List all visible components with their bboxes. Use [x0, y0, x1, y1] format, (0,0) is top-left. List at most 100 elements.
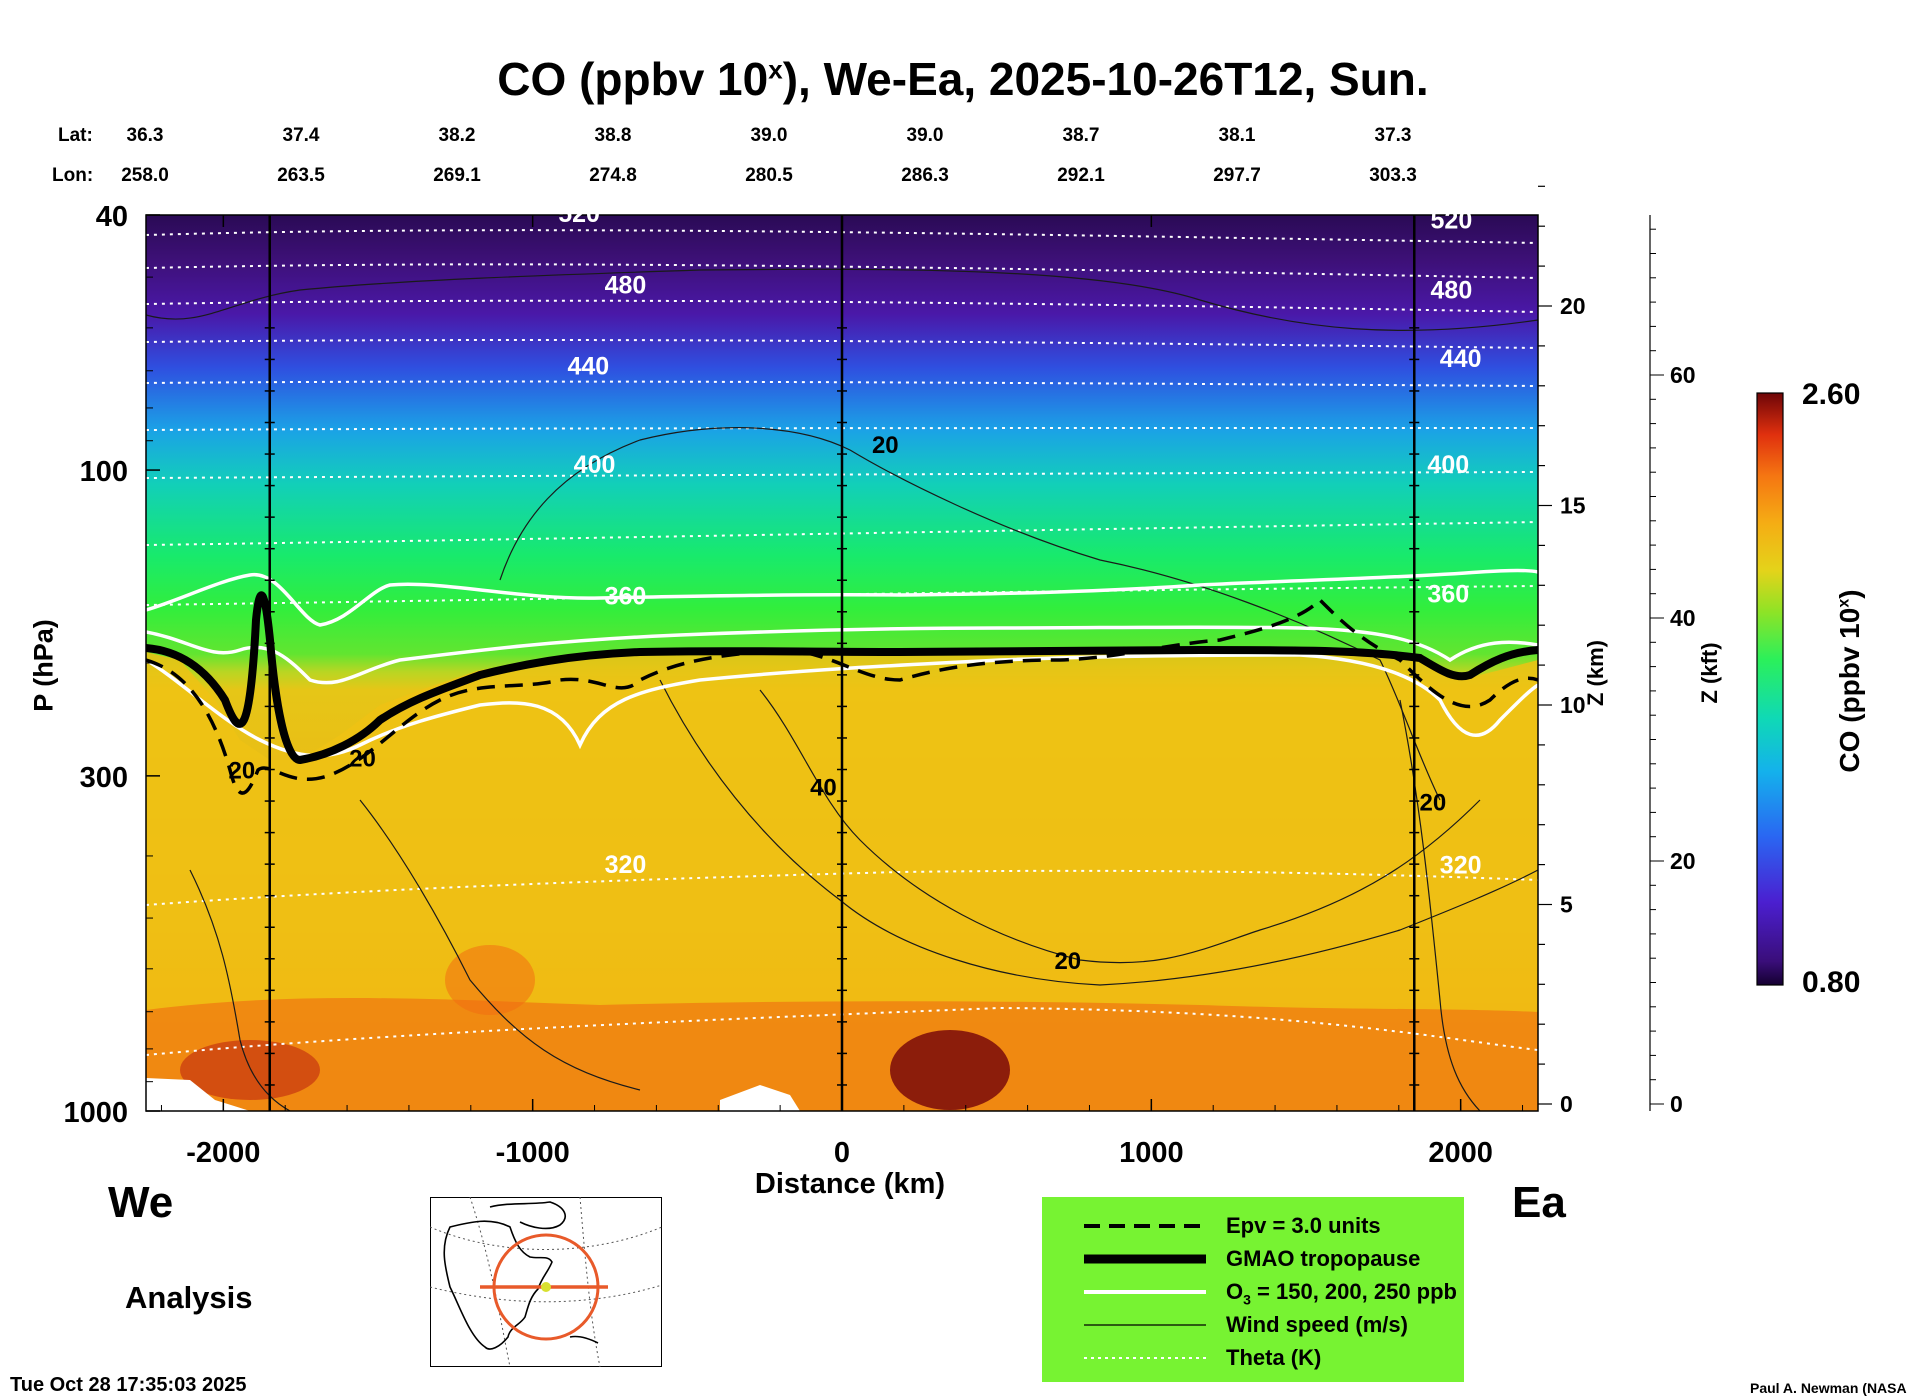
lat-row-label: Lat:	[58, 125, 93, 146]
profile-lines	[264, 215, 1420, 1111]
lon-value: 258.0	[121, 165, 169, 186]
wind-label: 20	[349, 745, 376, 772]
coastline	[569, 1335, 599, 1344]
ozone-contour-200	[146, 625, 1538, 685]
y-tick-label: 300	[80, 762, 128, 794]
colorbar	[1756, 392, 1784, 986]
axes: -2000 -1000 0 1000 2000 40 100 300 1000 0 5 10 15 20 0…	[63, 185, 1696, 1169]
z-km-tick-label: 10	[1560, 692, 1586, 718]
title-superscript: x	[768, 54, 783, 85]
colorbar-title-superscript: x	[1835, 598, 1853, 608]
z-km-tick-label: 0	[1560, 1091, 1573, 1117]
theta-label: 520	[1431, 207, 1473, 235]
theta-label: 320	[1440, 851, 1482, 879]
chart-title: CO (ppbv 10x), We-Ea, 2025-10-26T12, Sun…	[0, 52, 1926, 106]
legend-label-suffix: = 150, 200, 250 ppb	[1250, 1279, 1457, 1304]
lat-value: 37.4	[282, 125, 320, 146]
lon-row-label: Lon:	[52, 165, 94, 186]
theta-line	[146, 263, 1538, 279]
epv-contour-line	[146, 597, 1538, 795]
z-kft-tick-label: 0	[1670, 1091, 1683, 1117]
wind-contour	[499, 427, 1441, 801]
theta-label: 440	[1440, 345, 1482, 373]
legend-item: Epv = 3.0 units	[1042, 1211, 1464, 1241]
co-maximum-blob	[890, 1030, 1010, 1110]
lon-value: 297.7	[1213, 165, 1261, 186]
x-tick-label: 1000	[1119, 1137, 1184, 1169]
wind-contour	[359, 799, 641, 1091]
ozone-contours	[146, 568, 1538, 758]
x-tick-label: -1000	[496, 1137, 570, 1169]
legend-label: Wind speed (m/s)	[1226, 1312, 1408, 1338]
lat-value: 36.3	[126, 125, 164, 146]
lat-row: 36.3 37.4 38.2 38.8 39.0 39.0 38.7 38.1 37.3	[0, 125, 1926, 149]
colorbar-min-label: 0.80	[1802, 966, 1861, 999]
wind-contour	[146, 268, 1538, 331]
legend-label-subscript: 3	[1243, 1291, 1251, 1308]
legend-label: GMAO tropopause	[1226, 1246, 1420, 1272]
legend-swatch	[1084, 1324, 1206, 1326]
theta-contours	[146, 229, 1538, 1056]
legend-label-text: GMAO tropopause	[1226, 1246, 1421, 1271]
west-label: We	[108, 1178, 174, 1227]
wind-label: 20	[229, 758, 256, 785]
lat-value: 37.3	[1374, 125, 1412, 146]
credit: Paul A. Newman (NASA	[1750, 1380, 1907, 1396]
lon-value: 280.5	[745, 165, 793, 186]
ozone-contour-250	[146, 653, 1538, 758]
z-kft-tick-label: 20	[1670, 848, 1696, 874]
legend: Epv = 3.0 units GMAO tropopause O3 = 150, …	[1042, 1197, 1464, 1382]
x-axis-title: Distance (km)	[754, 1168, 946, 1200]
theta-label: 360	[1427, 581, 1469, 609]
theta-line	[146, 380, 1538, 387]
z-kft-axis-title: Z (kft)	[1697, 642, 1722, 704]
graticule-line	[579, 1197, 601, 1367]
lat-value: 39.0	[906, 125, 944, 146]
lon-value: 274.8	[589, 165, 637, 186]
theta-label: 360	[605, 582, 647, 610]
theta-label: 440	[567, 353, 609, 381]
z-kft-tick-label: 40	[1670, 605, 1696, 631]
colorbar-title: CO (ppbv 10x)	[1834, 561, 1866, 801]
z-kft-tick-label: 60	[1670, 362, 1696, 388]
wind-label: 40	[810, 775, 837, 802]
map-coastlines	[443, 1201, 599, 1350]
legend-label-text: O	[1226, 1279, 1244, 1304]
legend-swatch	[1084, 1290, 1206, 1294]
theta-line	[146, 585, 1538, 606]
lon-value: 292.1	[1057, 165, 1105, 186]
east-label: Ea	[1512, 1178, 1566, 1227]
lat-value: 38.7	[1062, 125, 1100, 146]
y-axis-title: P (hPa)	[28, 619, 59, 712]
z-km-axis-title: Z (km)	[1583, 640, 1608, 706]
lon-value: 269.1	[433, 165, 481, 186]
ozone-contour-150	[146, 568, 1538, 627]
surface-mask	[146, 1078, 250, 1111]
theta-label: 480	[605, 271, 647, 299]
gmao-tropopause-line	[146, 591, 1538, 765]
theta-label: 520	[558, 200, 600, 228]
z-km-tick-label: 15	[1560, 493, 1586, 519]
x-tick-label: 2000	[1428, 1137, 1493, 1169]
legend-item: GMAO tropopause	[1042, 1244, 1464, 1274]
lon-value: 303.3	[1369, 165, 1417, 186]
legend-item: O3 = 150, 200, 250 ppb	[1042, 1277, 1464, 1307]
y-tick-label: 100	[80, 456, 128, 488]
theta-line	[146, 339, 1538, 349]
z-km-tick-label: 5	[1560, 892, 1573, 918]
surface-mask	[720, 1085, 800, 1111]
theta-label: 400	[1427, 451, 1469, 479]
legend-label-text: Epv = 3.0 units	[1226, 1213, 1381, 1238]
title-main: CO (ppbv 10	[497, 53, 769, 105]
lat-value: 38.1	[1218, 125, 1256, 146]
analysis-label: Analysis	[125, 1280, 253, 1315]
colorbar-max-label: 2.60	[1802, 378, 1861, 411]
legend-label: Theta (K)	[1226, 1345, 1321, 1371]
theta-label: 320	[605, 851, 647, 879]
timestamp: Tue Oct 28 17:35:03 2025	[10, 1374, 247, 1396]
lat-value: 39.0	[750, 125, 788, 146]
wind-contour	[759, 689, 1481, 964]
legend-label-text: Wind speed (m/s)	[1226, 1312, 1408, 1337]
wind-contour	[659, 679, 1538, 986]
